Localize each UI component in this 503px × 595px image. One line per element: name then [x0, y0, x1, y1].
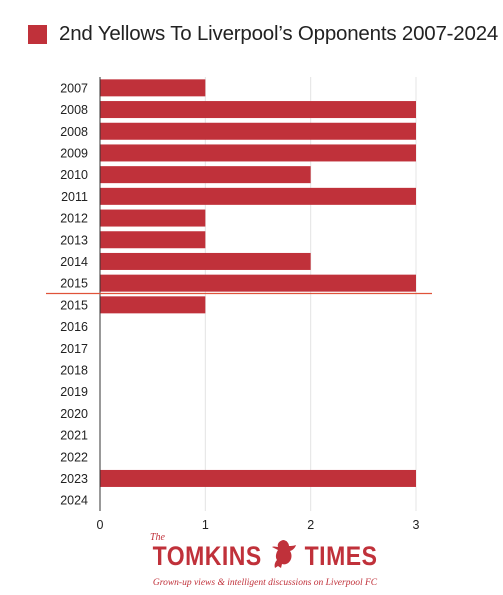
y-tick-label: 2007 — [60, 81, 88, 95]
y-tick-label: 2018 — [60, 363, 88, 377]
brand-tagline: Grown-up views & intelligent discussions… — [152, 578, 378, 588]
brand-name-left: TOMKINS — [152, 540, 262, 571]
bar — [100, 101, 416, 119]
chart-legend: 2nd Yellows To Liverpool’s Opponents 200… — [28, 22, 498, 46]
bar — [100, 231, 206, 249]
y-tick-label: 2022 — [60, 450, 88, 464]
x-tick-label: 1 — [202, 518, 209, 532]
legend-label: 2nd Yellows To Liverpool’s Opponents 200… — [59, 22, 499, 45]
bar — [100, 296, 206, 314]
y-tick-label: 2010 — [60, 168, 88, 182]
brand-name-right: TIMES — [304, 540, 378, 571]
y-tick-label: 2019 — [60, 385, 88, 399]
y-tick-label: 2023 — [60, 472, 88, 486]
bar — [100, 274, 416, 292]
y-tick-label: 2024 — [60, 494, 88, 508]
y-tick-label: 2009 — [60, 146, 88, 160]
y-tick-label: 2008 — [60, 125, 88, 139]
y-tick-label: 2012 — [60, 212, 88, 226]
y-tick-label: 2014 — [60, 255, 88, 269]
bar — [100, 209, 206, 227]
bar — [100, 144, 416, 162]
bar — [100, 166, 311, 184]
liver-bird-icon — [272, 540, 297, 568]
x-tick-label: 0 — [97, 518, 104, 532]
y-tick-label: 2020 — [60, 407, 88, 421]
y-tick-label: 2015 — [60, 298, 88, 312]
brand-prefix: The — [150, 532, 165, 543]
y-tick-label: 2015 — [60, 277, 88, 291]
bar — [100, 187, 416, 205]
y-tick-label: 2008 — [60, 103, 88, 117]
bar — [100, 469, 416, 487]
x-tick-label: 2 — [307, 518, 314, 532]
y-tick-label: 2011 — [61, 190, 88, 204]
y-tick-label: 2016 — [60, 320, 88, 334]
y-tick-label: 2013 — [60, 233, 88, 247]
x-tick-label: 3 — [413, 518, 420, 532]
legend-swatch — [28, 24, 47, 44]
bar — [100, 122, 416, 140]
bar — [100, 79, 206, 97]
y-tick-label: 2021 — [60, 429, 88, 443]
bar — [100, 252, 311, 270]
brand-logo: The TOMKINS TIMES Grown-up views & intel… — [150, 532, 380, 588]
y-tick-label: 2017 — [60, 342, 88, 356]
